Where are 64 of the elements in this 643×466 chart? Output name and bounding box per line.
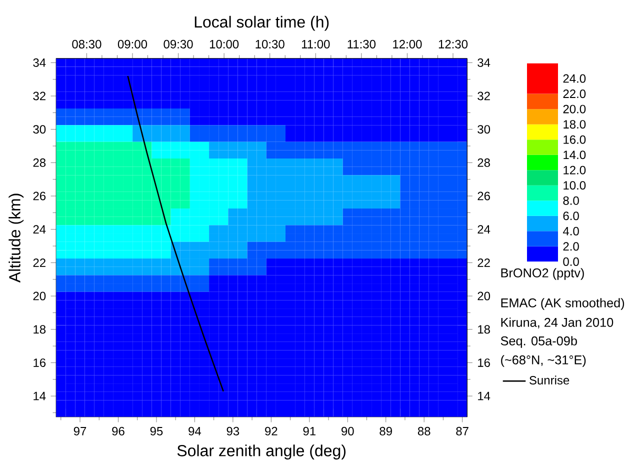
color-bar-label: 12.0 — [564, 166, 586, 174]
y2-tick-label: 24 — [478, 225, 490, 234]
color-bar-label: 16.0 — [564, 135, 586, 144]
color-bar-label: 2.0 — [563, 242, 579, 251]
color-bar-label: 18.0 — [564, 120, 586, 129]
color-bar-label: 10.0 — [564, 181, 586, 190]
y-tick-label: 28 — [33, 158, 46, 167]
text: Seq. 05a-09b — [500, 336, 577, 348]
text: Kiruna, 24 Jan 2010 — [501, 318, 614, 328]
y2-tick-label: 26 — [478, 192, 490, 200]
x-tick-label: 95 — [150, 426, 163, 436]
color-bar-label: 24.0 — [563, 74, 586, 83]
x-tick-label: 94 — [188, 426, 202, 436]
x-tick-label: 91 — [303, 426, 316, 436]
y-tick-label: 18 — [34, 325, 46, 334]
text: EMAC (AK smoothed) — [501, 298, 624, 310]
x-tick-label: 87 — [456, 426, 468, 436]
legend-label: Sunrise — [530, 376, 570, 385]
text: (~68°N, ~31°E) — [501, 355, 586, 367]
x-tick-label: 92 — [265, 426, 278, 436]
color-bar-label: 6.0 — [563, 212, 579, 220]
x-tick-label: 88 — [418, 426, 430, 436]
y2-tick-label: 22 — [478, 258, 490, 267]
y-tick-label: 24 — [33, 225, 46, 234]
y2-tick-label: 28 — [478, 158, 490, 167]
color-bar-label: 14.0 — [564, 150, 586, 160]
y2-tick-label: 20 — [478, 292, 490, 300]
x-tick-label: 96 — [112, 426, 124, 436]
x-tick-label: 90 — [342, 426, 354, 436]
y2-tick-label: 18 — [478, 325, 490, 334]
color-bar-title: BrONO2 (pptv) — [501, 268, 584, 280]
y-tick-label: 16 — [34, 358, 46, 367]
x2-tick-label: 11:00 — [302, 40, 330, 48]
x2-tick-label: 12:30 — [438, 40, 468, 48]
x-tick-label: 97 — [74, 426, 86, 436]
color-bar-label: 0.0 — [563, 257, 579, 266]
x-tick-label: 93 — [226, 426, 240, 436]
x2-tick-label: 12:00 — [393, 40, 422, 48]
y-tick-label: 30 — [33, 125, 46, 134]
y-tick-label: 34 — [33, 58, 46, 67]
y2-tick-label: 32 — [478, 92, 490, 100]
y2-tick-label: 14 — [478, 392, 490, 400]
y-tick-label: 22 — [33, 258, 46, 267]
y-axis-title: Altitude (km) — [8, 194, 24, 283]
x2-tick-label: 08:30 — [72, 40, 102, 48]
y-tick-label: 26 — [33, 192, 46, 200]
y2-tick-label: 16 — [478, 358, 490, 367]
x2-axis-title: Local solar time (h) — [194, 16, 329, 31]
y2-tick-label: 34 — [478, 58, 490, 67]
color-bar-label: 22.0 — [563, 90, 586, 98]
y-tick-label: 20 — [33, 292, 46, 300]
x2-tick-label: 10:30 — [256, 40, 284, 48]
y-tick-label: 32 — [33, 92, 46, 100]
color-bar-label: 4.0 — [562, 226, 579, 236]
y-tick-label: 14 — [34, 392, 46, 400]
x2-tick-label: 10:00 — [210, 40, 239, 48]
x2-tick-label: 09:30 — [164, 40, 193, 48]
x2-tick-label: 09:00 — [118, 40, 148, 48]
x-axis-title: Solar zenith angle (deg) — [177, 444, 346, 460]
x-tick-label: 89 — [380, 426, 392, 436]
x2-tick-label: 11:30 — [348, 40, 376, 48]
color-bar-label: 20.0 — [563, 104, 586, 114]
color-bar-label: 8.0 — [563, 196, 579, 205]
y2-tick-label: 30 — [478, 125, 490, 134]
